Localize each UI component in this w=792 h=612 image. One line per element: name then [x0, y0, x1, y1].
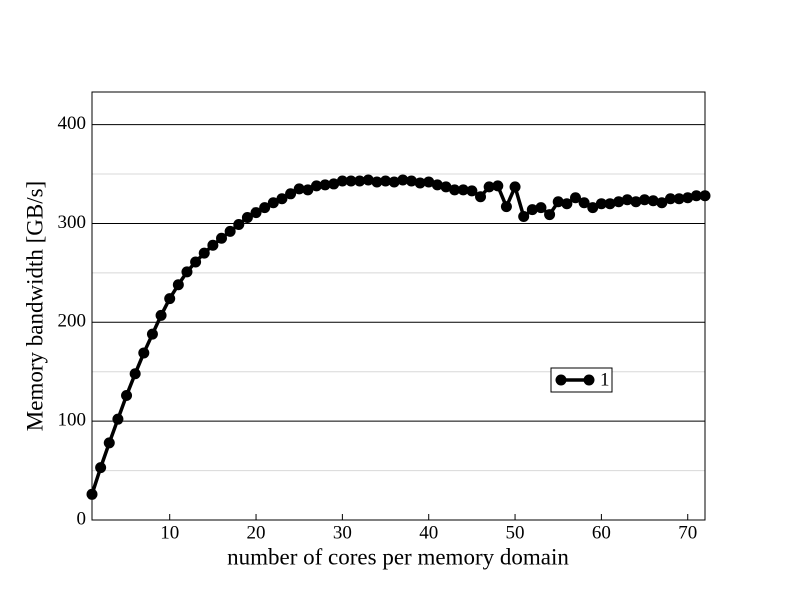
data-point	[483, 181, 495, 193]
data-point	[440, 181, 452, 193]
x-axis-title: number of cores per memory domain	[227, 544, 569, 569]
data-point	[138, 347, 150, 359]
data-point	[95, 462, 107, 474]
x-tick-label: 70	[678, 522, 697, 543]
data-point	[328, 178, 340, 190]
legend-marker	[555, 374, 567, 386]
data-point	[423, 176, 435, 188]
legend-label: 1	[600, 369, 610, 390]
data-point	[466, 185, 478, 197]
x-tick-label: 20	[247, 522, 266, 543]
data-point	[552, 196, 564, 208]
y-tick-label: 100	[58, 410, 87, 431]
data-point	[233, 218, 245, 230]
data-point	[285, 188, 297, 200]
data-point	[535, 202, 547, 214]
legend-marker	[583, 374, 595, 386]
data-point	[121, 389, 133, 401]
data-point	[319, 179, 331, 191]
data-point	[190, 256, 202, 268]
data-point	[405, 175, 417, 187]
data-point	[216, 232, 228, 244]
data-point	[595, 198, 607, 210]
data-point	[198, 247, 210, 259]
data-point	[673, 193, 685, 205]
y-axis-title: Memory bandwidth [GB/s]	[22, 181, 47, 431]
data-point	[604, 198, 616, 210]
data-point	[181, 266, 193, 278]
data-point	[336, 175, 348, 187]
data-point	[310, 180, 322, 192]
data-point	[526, 204, 538, 216]
data-point	[414, 177, 426, 189]
data-point	[267, 197, 279, 209]
data-point	[664, 193, 676, 205]
plot-frame	[91, 91, 706, 521]
data-point	[362, 174, 374, 186]
data-point	[397, 174, 409, 186]
data-point	[492, 180, 504, 192]
data-point	[345, 175, 357, 187]
data-point	[449, 184, 461, 196]
data-point	[380, 175, 392, 187]
data-point	[172, 279, 184, 291]
data-point	[587, 202, 599, 214]
data-point	[656, 197, 668, 209]
data-point	[699, 190, 711, 202]
data-point	[354, 175, 366, 187]
data-point	[544, 209, 556, 221]
data-point	[500, 201, 512, 213]
data-point	[621, 194, 633, 206]
y-tick-label: 400	[58, 113, 87, 134]
data-point	[112, 413, 124, 425]
data-point	[457, 184, 469, 196]
data-point	[518, 211, 530, 223]
data-point	[276, 193, 288, 205]
data-point	[509, 181, 521, 193]
y-tick-label: 300	[58, 212, 87, 233]
data-point	[129, 368, 141, 380]
data-point	[371, 176, 383, 188]
data-point	[293, 183, 305, 195]
x-tick-label: 30	[333, 522, 352, 543]
data-point	[639, 194, 651, 206]
data-point	[241, 212, 253, 224]
data-point	[224, 225, 236, 237]
data-point	[155, 309, 167, 321]
x-tick-label: 40	[419, 522, 438, 543]
data-line	[90, 178, 705, 495]
data-point	[682, 192, 694, 204]
data-point	[647, 195, 659, 207]
data-point	[250, 207, 262, 219]
x-tick-label: 10	[160, 522, 179, 543]
data-point	[578, 197, 590, 209]
data-point	[302, 184, 314, 196]
data-point	[561, 198, 573, 210]
data-point	[475, 191, 487, 203]
data-point	[103, 437, 115, 449]
data-point	[259, 202, 271, 214]
y-tick-label: 200	[58, 311, 87, 332]
data-point	[690, 190, 702, 202]
data-point	[86, 488, 98, 500]
data-point	[569, 192, 581, 204]
data-point	[431, 179, 443, 191]
data-point	[146, 328, 158, 340]
y-tick-label: 0	[77, 508, 87, 529]
x-tick-label: 50	[506, 522, 525, 543]
data-point	[613, 196, 625, 208]
data-point	[207, 239, 219, 251]
data-point	[630, 196, 642, 208]
data-point	[164, 293, 176, 305]
data-point	[388, 176, 400, 188]
x-tick-label: 60	[592, 522, 611, 543]
